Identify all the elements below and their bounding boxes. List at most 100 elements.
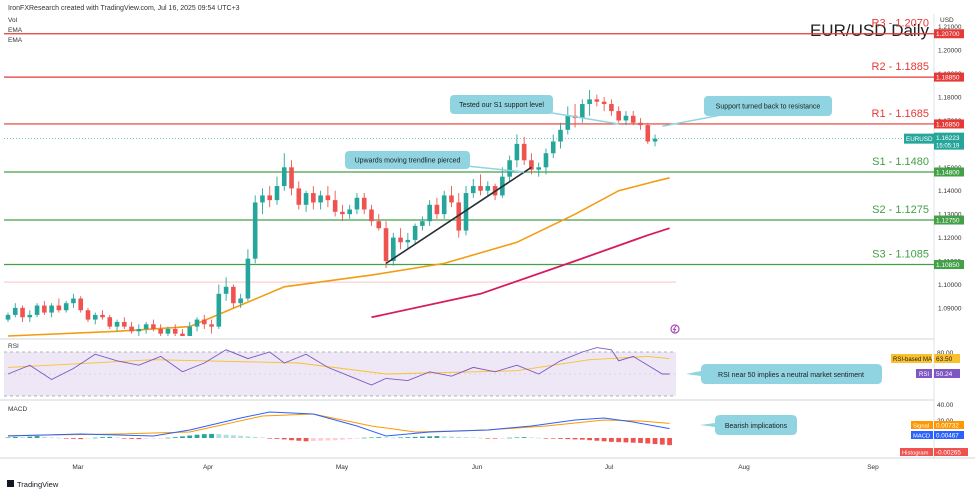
level-label-5: S3 - 1.1085 [872,249,929,261]
macd-histogram-bar [594,438,600,441]
candle-body [92,314,98,320]
candle-body [391,237,396,262]
macd-histogram-bar [543,438,549,439]
macd-histogram-bar [209,433,214,438]
candle-body [630,115,636,123]
candle-body [645,125,651,142]
price-axis-tick: 1.18000 [938,95,962,102]
macd-histogram-bar [347,438,353,440]
macd-histogram-bar [383,437,389,439]
macd-histogram-bar [449,436,454,438]
candle-body [536,167,542,170]
candle-body [136,328,142,332]
level-label-4: S2 - 1.1275 [872,204,929,216]
rsi-tag [916,369,932,378]
time-axis-tick: Sep [867,464,879,471]
macd-histogram-bar [92,437,98,439]
annotation-box-1 [704,96,832,116]
candle-body [100,314,105,318]
last-price-value: 1.16223 [936,135,960,142]
macd-histogram-bar [579,438,585,440]
macd-histogram-bar [252,436,258,438]
macd-histogram-bar [361,437,367,439]
level-tag-0 [934,29,964,39]
candle-body [550,141,556,154]
candle-body [238,298,243,304]
countdown-value: 15:05:19 [936,144,960,150]
candle-body [34,305,40,315]
tradingview-logo: TradingView [7,480,59,489]
macd-histogram-bar [303,438,309,442]
last-price-tag [934,132,964,150]
macd-signal-line [7,413,670,437]
macd-histogram-bar [565,438,571,440]
macd-histogram-bar [71,438,76,439]
macd-histogram-bar [151,438,156,439]
macd-histogram-bar [645,438,651,444]
candle-body [427,204,432,222]
annotation-text-2: Upwards moving trendline pierced [355,158,461,165]
level-tag-value-4: 1.12750 [936,218,960,225]
candle-body [49,305,54,313]
candle-body [12,307,18,315]
macd-histogram-bar [405,437,411,438]
macd-histogram-bar [245,436,251,438]
macd-histogram-bar [281,438,287,440]
level-tag-value-0: 1.20700 [936,31,960,38]
rsi-annotation-box [686,364,882,384]
candle-body [594,99,600,102]
macd-histogram-bar [289,438,294,441]
candle-body [260,195,265,203]
macd-histogram-bar [187,435,193,438]
candle-body [78,298,83,311]
macd-histogram-bar [667,438,672,446]
rsi-ma-value: 63.50 [936,356,953,363]
level-tag-4 [934,215,964,225]
candle-body [354,197,360,210]
time-axis-tick: May [336,464,349,471]
annotation-box-2 [345,151,470,169]
candle-body [107,317,113,327]
candle-body [114,321,120,327]
histogram-tag-label: Histogram [902,451,929,457]
macd-axis-tick-40: 40.00 [937,402,954,409]
macd-histogram-bar [12,436,18,438]
macd-histogram-bar [470,437,476,439]
macd-histogram-bar [332,438,338,441]
symbol-tag [904,133,934,144]
macd-histogram-bar [630,438,636,443]
macd-line [7,411,670,437]
ema-red-line [371,227,670,319]
macd-histogram-bar [165,437,171,439]
level-tag-1 [934,72,964,82]
price-axis-tick: 1.09000 [938,305,962,312]
candle-body [441,195,447,215]
macd-histogram-bar [114,437,120,439]
candle-body [151,324,156,329]
signal-tag-label: Signal [913,424,929,430]
macd-histogram-bar [478,437,483,439]
rsi-ma-value-tag [934,354,960,363]
level-label-0: R3 - 1.2070 [872,18,929,30]
candle-body [274,186,280,201]
macd-histogram-bar [34,436,40,438]
macd-histogram-bar [587,438,592,441]
time-axis-tick: Mar [72,464,84,471]
candle-body [580,104,585,119]
flash-icon[interactable] [670,324,680,334]
macd-histogram-bar [310,438,316,442]
macd-histogram-bar [180,436,185,438]
level-label-2: R1 - 1.1685 [872,108,929,120]
macd-histogram-bar [485,438,491,439]
rsi-tag-label: RSI [919,372,929,378]
candle-body [383,228,389,262]
time-axis-tick: Apr [203,464,214,471]
macd-histogram-bar [78,438,84,440]
candle-body [194,319,200,327]
candle-body [122,321,127,327]
macd-histogram-bar [463,437,469,438]
time-axis-tick: Aug [738,464,750,471]
macd-histogram-bar [354,438,360,439]
indicator-ema-2: EMA [8,37,23,44]
time-axis-tick: Jun [472,464,483,471]
